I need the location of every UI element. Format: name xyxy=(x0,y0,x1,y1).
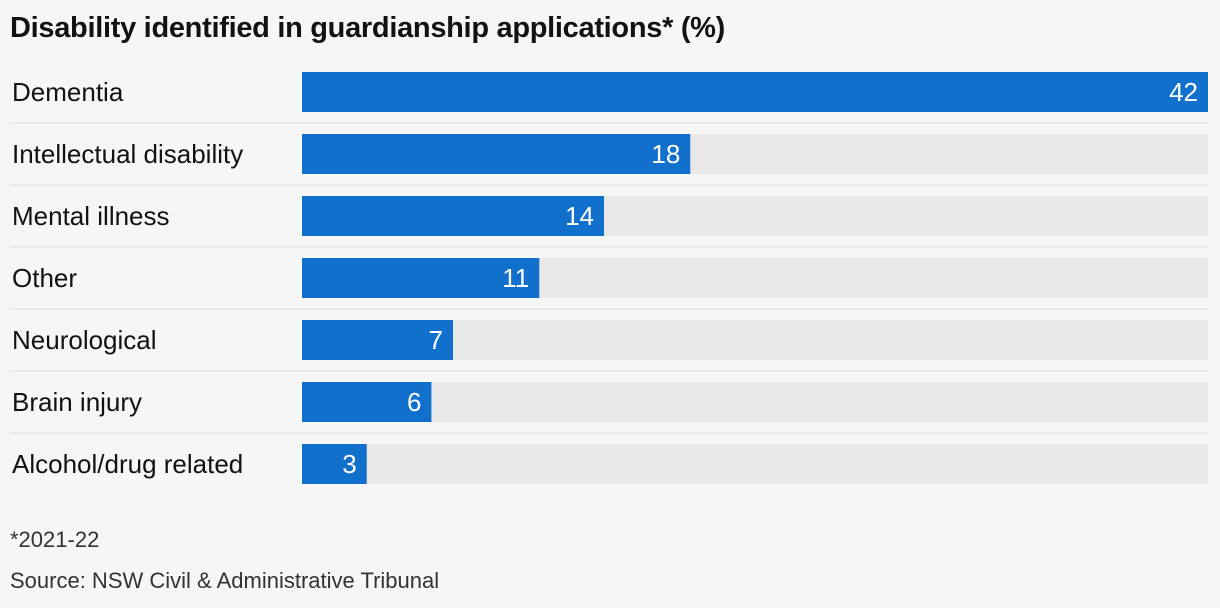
bar xyxy=(302,258,540,298)
data-label: 18 xyxy=(651,139,680,169)
source-note: Source: NSW Civil & Administrative Tribu… xyxy=(10,568,440,593)
chart-title: Disability identified in guardianship ap… xyxy=(10,12,726,44)
bar-track xyxy=(302,382,1208,422)
bar xyxy=(302,134,691,174)
bar xyxy=(302,444,367,484)
data-label: 7 xyxy=(429,325,443,355)
category-label: Other xyxy=(12,263,77,293)
bar xyxy=(302,382,432,422)
category-label: Intellectual disability xyxy=(12,139,243,169)
bar xyxy=(302,196,604,236)
data-label: 11 xyxy=(502,263,529,293)
bar-track xyxy=(302,444,1208,484)
category-label: Brain injury xyxy=(12,387,142,417)
data-label: 42 xyxy=(1169,77,1198,107)
category-label: Alcohol/drug related xyxy=(12,449,243,479)
footnote: *2021-22 xyxy=(10,527,100,552)
data-label: 3 xyxy=(342,449,356,479)
category-label: Mental illness xyxy=(12,201,170,231)
category-label: Dementia xyxy=(12,77,124,107)
bar xyxy=(302,72,1208,112)
data-label: 6 xyxy=(407,387,421,417)
data-label: 14 xyxy=(565,201,594,231)
category-label: Neurological xyxy=(12,325,157,355)
bar xyxy=(302,320,453,360)
